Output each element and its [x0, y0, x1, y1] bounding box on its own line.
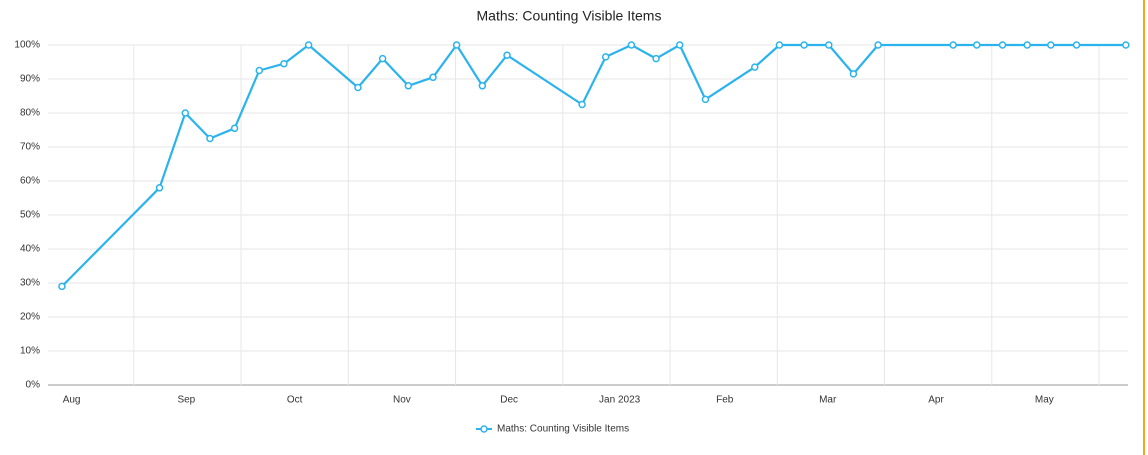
data-point	[503, 51, 511, 59]
y-tick-label: 90%	[20, 74, 40, 85]
x-tick-label: Sep	[177, 395, 195, 406]
data-point	[378, 54, 387, 63]
data-point	[181, 109, 190, 117]
data-point	[1023, 41, 1031, 49]
data-point	[155, 184, 164, 192]
data-point	[973, 41, 981, 49]
x-tick-label: Dec	[500, 395, 518, 406]
x-tick-label: Mar	[819, 395, 837, 406]
series-line	[61, 43, 1126, 288]
chart-title: Maths: Counting Visible Items	[477, 8, 662, 24]
data-point	[206, 134, 214, 143]
data-point	[775, 41, 784, 49]
x-tick-label: Jan 2023	[599, 395, 641, 406]
data-point	[280, 59, 288, 68]
legend-swatch	[480, 425, 488, 433]
y-tick-label: 60%	[20, 176, 40, 187]
data-point	[58, 282, 66, 291]
data-point	[230, 124, 239, 133]
y-tick-label: 40%	[20, 244, 40, 255]
data-point	[825, 41, 833, 49]
data-point	[652, 54, 660, 63]
data-point	[429, 73, 437, 82]
data-point	[601, 53, 610, 61]
data-point	[627, 41, 636, 49]
y-tick-label: 70%	[20, 142, 40, 153]
x-tick-label: Oct	[287, 395, 303, 406]
data-point	[675, 41, 684, 49]
data-point	[1122, 41, 1130, 49]
data-point	[751, 63, 759, 71]
y-tick-label: 10%	[20, 346, 40, 357]
data-point	[404, 82, 413, 90]
x-tick-label: Aug	[63, 395, 81, 406]
y-tick-label: 20%	[20, 312, 40, 323]
data-point	[1072, 41, 1081, 49]
data-point	[701, 95, 710, 104]
data-point	[304, 41, 313, 49]
x-tick-label: Apr	[928, 395, 944, 406]
data-point	[874, 41, 882, 49]
x-tick-label: Feb	[716, 395, 734, 406]
data-point	[998, 41, 1007, 49]
data-point	[578, 100, 586, 109]
data-point	[849, 70, 858, 78]
y-tick-label: 80%	[20, 108, 40, 119]
data-point	[949, 41, 957, 49]
y-tick-label: 50%	[20, 210, 40, 221]
x-tick-label: Nov	[393, 395, 411, 406]
y-tick-label: 100%	[14, 40, 40, 51]
y-tick-label: 30%	[20, 278, 40, 289]
y-tick-label: 0%	[26, 380, 41, 391]
legend-label: Maths: Counting Visible Items	[497, 424, 629, 435]
data-point	[354, 83, 362, 92]
data-point	[800, 41, 808, 49]
data-point	[478, 82, 487, 90]
x-tick-label: May	[1035, 395, 1054, 406]
data-point	[1047, 41, 1055, 49]
data-point	[255, 66, 264, 75]
data-point	[452, 41, 461, 49]
